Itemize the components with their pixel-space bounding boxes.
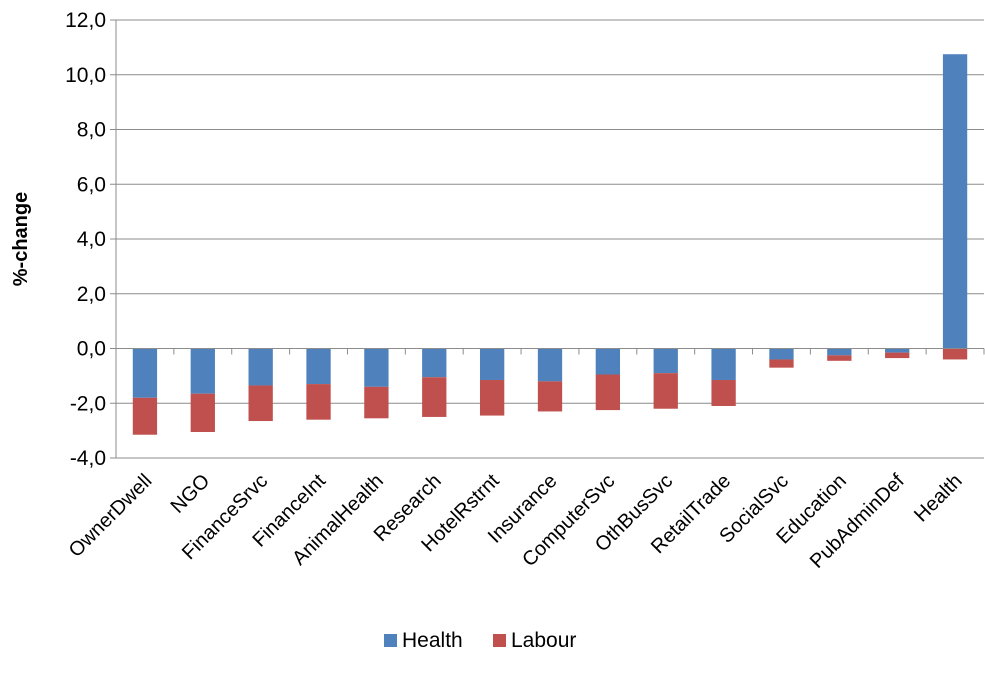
bar-health-computersvc: [595, 348, 621, 375]
bar-labour-ownerdwell: [132, 397, 158, 435]
x-tick-label: OwnerDwell: [65, 470, 157, 562]
y-tick-labels: -4,0 -2,0 0,0 2,0 4,0 6,0 8,0 10,0 12,0: [65, 9, 106, 470]
y-tick-label: 10,0: [65, 64, 106, 87]
bar-labour-othbussvc: [653, 373, 678, 409]
axes: [110, 19, 985, 459]
y-tick-label: -2,0: [70, 392, 106, 415]
bar-labour-computersvc: [595, 374, 621, 411]
bar-labour-research: [422, 377, 447, 417]
x-tick-label: Health: [910, 470, 966, 526]
bar-health-health: [942, 54, 968, 349]
bar-labour-animalhealth: [364, 386, 389, 419]
bar-health-pubadmindef: [885, 348, 910, 353]
legend-label-health: Health: [402, 629, 463, 652]
y-tick-label: 12,0: [65, 9, 106, 32]
y-tick-label: -4,0: [70, 447, 106, 470]
bar-labour-health: [942, 348, 968, 360]
bar-health-research: [422, 348, 447, 378]
bar-labour-education: [827, 355, 852, 361]
bar-health-hotelrstrnt: [479, 348, 505, 380]
y-tick-label: 8,0: [77, 119, 106, 142]
legend-swatch-labour: [493, 634, 506, 647]
y-tick-label: 2,0: [77, 283, 106, 306]
bar-health-othbussvc: [653, 348, 678, 374]
bar-health-financeint: [306, 348, 331, 385]
bar-labour-financeint: [306, 384, 331, 420]
bar-labour-hotelrstrnt: [479, 379, 505, 416]
legend-swatch-health: [384, 634, 397, 647]
bar-labour-ngo: [190, 393, 215, 432]
bar-health-retailtrade: [711, 348, 736, 380]
x-tick-label: NGO: [167, 470, 215, 518]
bar-health-education: [827, 348, 852, 356]
bars: [132, 54, 968, 435]
y-tick-label: 0,0: [77, 338, 106, 361]
y-tick-label: 4,0: [77, 228, 106, 251]
bar-health-insurance: [537, 348, 563, 382]
x-tick-labels: OwnerDwell NGOFinanceSrvcFinanceIntAnimal…: [65, 470, 967, 573]
y-axis-label: %-change: [10, 192, 32, 286]
bar-health-ngo: [190, 348, 215, 394]
legend: Health Labour: [384, 629, 576, 652]
bar-labour-pubadmindef: [885, 352, 910, 359]
y-tick-label: 6,0: [77, 173, 106, 196]
bar-health-animalhealth: [364, 348, 389, 387]
legend-label-labour: Labour: [511, 629, 576, 652]
bar-health-financesrvc: [248, 348, 273, 386]
bar-labour-socialsvc: [769, 359, 794, 368]
bar-labour-insurance: [537, 381, 563, 412]
bar-health-ownerdwell: [132, 348, 158, 398]
bar-health-socialsvc: [769, 348, 794, 360]
bar-labour-financesrvc: [248, 385, 273, 422]
bar-labour-retailtrade: [711, 379, 736, 406]
